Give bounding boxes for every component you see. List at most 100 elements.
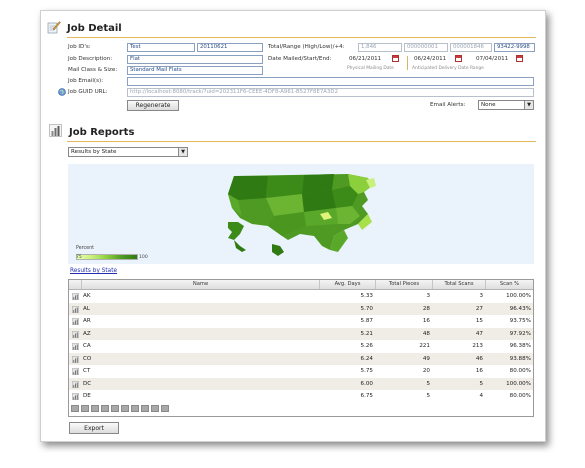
cell-total-scans: 15	[475, 318, 483, 324]
cell-total-pieces: 5	[426, 380, 430, 387]
mail-class-size-field[interactable]: Standard Mail Flats	[127, 66, 263, 75]
report-type-select[interactable]: Results by State ▼	[68, 147, 188, 157]
cell-avg-days: 5.75	[360, 368, 373, 374]
table-row[interactable]: CO 6.24 49 46 93.88%	[69, 352, 533, 365]
next-page-button[interactable]	[151, 405, 159, 412]
cell-name: CT	[83, 368, 91, 374]
header-icon-column	[69, 280, 81, 289]
cell-scan-pct: 93.88%	[509, 355, 531, 362]
cell-total-pieces: 5	[426, 393, 430, 399]
header-scan-pct[interactable]: Scan %	[485, 280, 533, 289]
physical-mailing-date-caption: Physical Mailing Date	[347, 66, 394, 71]
cell-total-scans: 213	[472, 343, 483, 349]
job-detail-divider	[67, 37, 536, 38]
row-chart-icon[interactable]	[72, 355, 79, 363]
range-high-field[interactable]: 000001846	[450, 43, 492, 52]
last-page-button[interactable]	[161, 405, 169, 412]
row-chart-icon[interactable]	[72, 343, 79, 350]
date-mailed-calendar-icon[interactable]	[392, 55, 399, 62]
cell-scan-pct: 93.75%	[509, 318, 531, 324]
table-row[interactable]: DE 6.75 5 4 80.00%	[69, 390, 533, 402]
table-row[interactable]: AZ 5.21 48 47 97.92%	[69, 327, 533, 340]
cell-total-pieces: 221	[419, 343, 430, 349]
table-row[interactable]: CA 5.26 221 213 96.38%	[69, 340, 533, 352]
page-button[interactable]	[101, 405, 109, 412]
end-date-calendar-icon[interactable]	[516, 55, 523, 62]
start-date-calendar-icon[interactable]	[455, 55, 462, 62]
job-description-field[interactable]: Flat	[127, 55, 263, 64]
globe-icon	[58, 88, 66, 96]
page-button[interactable]	[91, 405, 99, 412]
job-detail-title: Job Detail	[67, 23, 122, 34]
table-row[interactable]: CT 5.75 20 16 80.00%	[69, 365, 533, 377]
anticipated-delivery-caption: Anticipated Delivery Date Range	[412, 66, 484, 71]
page-button[interactable]	[121, 405, 129, 412]
table-header: Name Avg. Days Total Pieces Total Scans …	[69, 280, 533, 290]
cell-total-pieces: 48	[422, 330, 430, 337]
header-avg-days[interactable]: Avg. Days	[319, 280, 375, 289]
cell-scan-pct: 96.43%	[509, 305, 531, 312]
header-name[interactable]: Name	[81, 280, 319, 289]
cell-total-pieces: 3	[426, 293, 430, 299]
cell-total-pieces: 16	[422, 318, 430, 324]
bar-chart-icon	[49, 124, 62, 137]
job-emails-label: Job Email(s):	[68, 78, 104, 84]
header-total-scans[interactable]: Total Scans	[432, 280, 485, 289]
chevron-down-icon: ▼	[524, 101, 533, 109]
map-legend-scale	[76, 254, 138, 260]
email-alerts-select[interactable]: None ▼	[478, 100, 534, 110]
cell-name: DC	[83, 380, 92, 387]
job-ids-label: Job ID's:	[68, 44, 91, 50]
row-chart-icon[interactable]	[72, 305, 79, 313]
job-id-secondary-field[interactable]: 20110621	[197, 43, 263, 52]
cell-total-scans: 27	[475, 305, 483, 312]
cell-avg-days: 6.75	[360, 393, 373, 399]
row-chart-icon[interactable]	[72, 380, 79, 388]
row-chart-icon[interactable]	[72, 293, 79, 300]
first-page-button[interactable]	[71, 405, 79, 412]
cell-total-scans: 16	[475, 368, 483, 374]
us-states-map	[68, 164, 534, 264]
row-chart-icon[interactable]	[72, 318, 79, 325]
start-date-value: 06/24/2011	[414, 56, 447, 62]
row-chart-icon[interactable]	[72, 393, 79, 400]
table-row[interactable]: DC 6.00 5 5 100.00%	[69, 377, 533, 390]
cell-scan-pct: 96.38%	[509, 343, 531, 349]
date-separator	[407, 56, 408, 70]
range-low-field[interactable]: 000000001	[404, 43, 448, 52]
report-type-value: Results by State	[71, 149, 117, 155]
job-reports-divider	[67, 141, 536, 142]
job-description-label: Job Description:	[68, 56, 113, 62]
job-emails-field[interactable]	[127, 77, 534, 86]
map-legend-max: 100	[139, 255, 148, 260]
total-field[interactable]: 1,846	[358, 43, 402, 52]
date-mailed-label: Date Mailed/Start/End:	[268, 56, 332, 62]
table-row[interactable]: AL 5.70 28 27 96.43%	[69, 302, 533, 315]
end-date-value: 07/04/2011	[476, 56, 509, 62]
regenerate-button[interactable]: Regenerate	[127, 100, 179, 111]
cell-total-scans: 47	[475, 330, 483, 337]
table-row[interactable]: AR 5.87 16 15 93.75%	[69, 315, 533, 327]
page-button[interactable]	[111, 405, 119, 412]
cell-scan-pct: 100.00%	[506, 380, 531, 387]
row-chart-icon[interactable]	[72, 330, 79, 338]
header-total-pieces[interactable]: Total Pieces	[375, 280, 432, 289]
cell-name: DE	[83, 393, 91, 399]
job-guid-url-field[interactable]: http://localhost:8080/track/?uid=202311F…	[127, 88, 534, 97]
page-button[interactable]	[131, 405, 139, 412]
table-row[interactable]: AK 5.33 3 3 100.00%	[69, 290, 533, 302]
email-alerts-label: Email Alerts:	[430, 102, 466, 108]
date-mailed-value: 06/21/2011	[349, 56, 382, 62]
cell-avg-days: 6.00	[360, 380, 373, 387]
plus4-field[interactable]: 93422-9998	[494, 43, 535, 52]
results-by-state-link[interactable]: Results by State	[70, 268, 118, 274]
cell-name: AZ	[83, 330, 91, 337]
page-button[interactable]	[141, 405, 149, 412]
row-chart-icon[interactable]	[72, 368, 79, 375]
map-legend-min: 75	[76, 255, 82, 260]
export-button[interactable]: Export	[69, 422, 119, 434]
cell-total-pieces: 28	[422, 305, 430, 312]
prev-page-button[interactable]	[81, 405, 89, 412]
job-id-field[interactable]: Test	[127, 43, 195, 52]
cell-avg-days: 5.21	[360, 330, 373, 337]
